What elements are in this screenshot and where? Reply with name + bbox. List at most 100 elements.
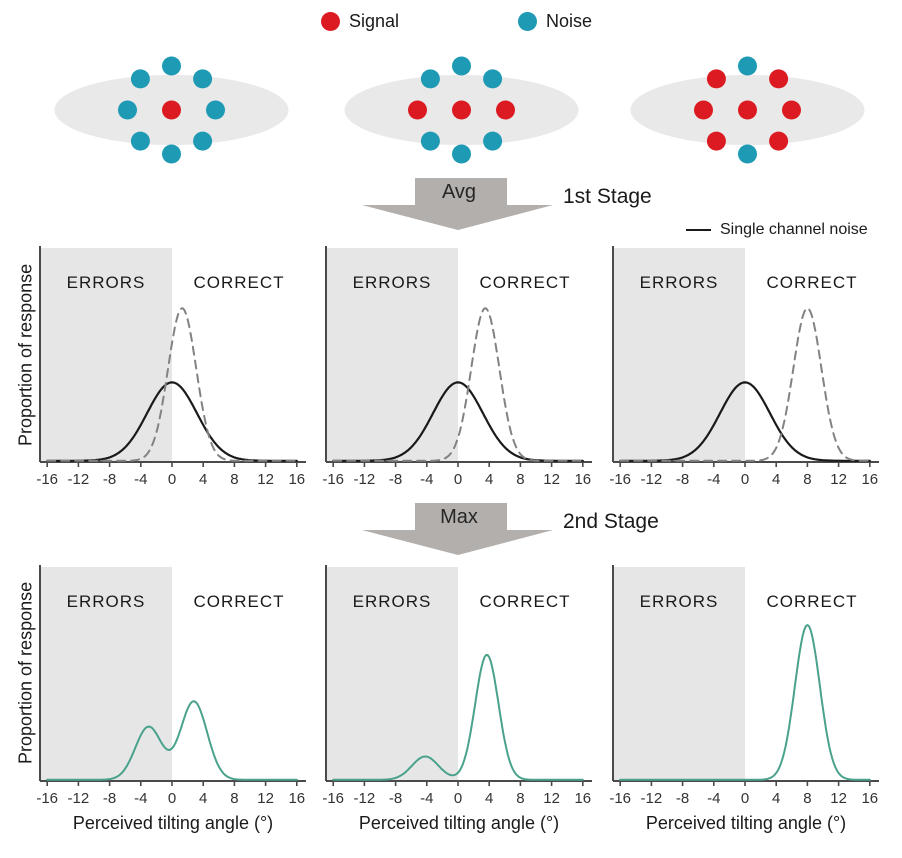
signal-dot [769, 131, 789, 151]
avg-arrow-icon [362, 178, 553, 230]
x-tick-label: 8 [803, 790, 811, 807]
signal-dot [769, 69, 789, 89]
noise-dot [118, 100, 137, 120]
errors-region-label: ERRORS [353, 273, 432, 292]
plot-stage2-right: ERRORS CORRECT -16 -12 -8 -4 0 4 8 12 16 Perceived … [605, 561, 885, 856]
x-tick-label: -16 [36, 790, 58, 807]
correct-region-label: CORRECT [766, 273, 857, 292]
x-tick-label: 8 [230, 471, 238, 488]
stimulus-svg [344, 56, 579, 164]
x-tick-label: 8 [803, 471, 811, 488]
x-tick-label: 12 [830, 790, 847, 807]
correct-region-label: CORRECT [193, 273, 284, 292]
stimulus-display-2 [331, 52, 592, 169]
correct-region-label: CORRECT [479, 592, 570, 611]
x-tick-label: 4 [772, 790, 780, 807]
errors-shaded-region [326, 567, 458, 781]
stage-1-label: 1st Stage [563, 185, 652, 208]
signal-dot [706, 131, 726, 151]
single-channel-noise-legend: Single channel noise [686, 221, 868, 239]
x-tick-label: 8 [230, 790, 238, 807]
x-tick-label: 4 [485, 790, 493, 807]
plot-stage2-middle: ERRORS CORRECT -16 -12 -8 -4 0 4 8 12 16 Perceived … [318, 561, 598, 856]
x-tick-label: 16 [861, 790, 878, 807]
noise-dot [420, 131, 440, 151]
x-axis-label: Perceived tilting angle (°) [359, 813, 559, 833]
plot-svg-stage1-right: ERRORS CORRECT -16 -12 -8 -4 0 4 8 12 16 [609, 246, 879, 488]
x-tick-label: -12 [354, 790, 376, 807]
x-tick-label: -12 [641, 471, 663, 488]
x-tick-label: 12 [830, 471, 847, 488]
x-axis-label: Perceived tilting angle (°) [646, 813, 846, 833]
x-tick-label: -8 [676, 471, 689, 488]
x-axis-label: Perceived tilting angle (°) [73, 813, 273, 833]
plot-svg-stage2-right: ERRORS CORRECT -16 -12 -8 -4 0 4 8 12 16 Perceived … [609, 565, 879, 833]
x-tick-label: 4 [199, 790, 207, 807]
plot-svg-stage1-middle: ERRORS CORRECT -16 -12 -8 -4 0 4 8 12 16 [322, 246, 592, 488]
curve-green [619, 624, 871, 781]
errors-region-label: ERRORS [640, 592, 719, 611]
x-tick-label: -12 [641, 790, 663, 807]
x-tick-label: 0 [741, 790, 749, 807]
curve-green [46, 700, 298, 781]
x-tick-label: -4 [420, 790, 433, 807]
x-tick-label: -12 [354, 471, 376, 488]
errors-region-label: ERRORS [67, 273, 146, 292]
x-tick-label: 12 [543, 790, 560, 807]
signal-dot [452, 100, 471, 120]
errors-region-label: ERRORS [353, 592, 432, 611]
x-tick-label: 8 [516, 471, 524, 488]
x-tick-label: 12 [543, 471, 560, 488]
stimulus-svg [54, 56, 289, 164]
x-tick-label: -12 [68, 471, 90, 488]
signal-dot [408, 100, 427, 120]
noise-dot [193, 69, 213, 89]
signal-dot-icon [321, 12, 340, 31]
signal-legend: Signal [321, 11, 399, 32]
noise-dot [206, 100, 225, 120]
x-tick-label: 0 [168, 471, 176, 488]
x-tick-label: -8 [389, 790, 402, 807]
noise-dot [162, 56, 181, 76]
errors-region-label: ERRORS [67, 592, 146, 611]
x-tick-label: -16 [609, 471, 631, 488]
noise-legend-label: Noise [546, 11, 593, 31]
plot-stage1-middle: ERRORS CORRECT -16 -12 -8 -4 0 4 8 12 16 [318, 242, 598, 499]
curve-dashed [46, 307, 298, 462]
x-tick-label: 12 [257, 790, 274, 807]
x-tick-label: 0 [454, 471, 462, 488]
noise-dot [193, 131, 213, 151]
errors-shaded-region [613, 248, 745, 462]
x-tick-label: -8 [103, 790, 116, 807]
x-tick-label: 0 [741, 471, 749, 488]
x-tick-label: -4 [134, 790, 147, 807]
signal-dot [162, 100, 181, 120]
x-tick-label: -16 [36, 471, 58, 488]
x-tick-label: 4 [772, 471, 780, 488]
x-tick-label: 16 [288, 471, 305, 488]
signal-dot [782, 100, 801, 120]
plot-svg-stage2-left: ERRORS CORRECT -16 -12 -8 -4 0 4 8 12 16 Perceived … [36, 565, 306, 833]
signal-dot [738, 100, 757, 120]
x-tick-label: -8 [389, 471, 402, 488]
errors-region-label: ERRORS [640, 273, 719, 292]
x-tick-label: 8 [516, 790, 524, 807]
x-tick-label: -16 [322, 790, 344, 807]
noise-legend: Noise [518, 11, 592, 32]
single-channel-noise-label: Single channel noise [720, 221, 868, 238]
x-tick-label: -12 [68, 790, 90, 807]
curve-dashed [619, 307, 871, 462]
noise-dot [452, 56, 471, 76]
plot-stage2-left: ERRORS CORRECT -16 -12 -8 -4 0 4 8 12 16 Perceived … [32, 561, 312, 856]
stimulus-svg [630, 56, 865, 164]
signal-dot [694, 100, 713, 120]
plot-svg-stage1-left: ERRORS CORRECT -16 -12 -8 -4 0 4 8 12 16 [36, 246, 306, 488]
errors-shaded-region [326, 248, 458, 462]
x-tick-label: 16 [574, 471, 591, 488]
noise-dot-icon [518, 12, 537, 31]
signal-dot [496, 100, 515, 120]
stimulus-display-1 [41, 52, 302, 169]
noise-dot [130, 131, 150, 151]
max-arrow-icon [362, 503, 553, 555]
